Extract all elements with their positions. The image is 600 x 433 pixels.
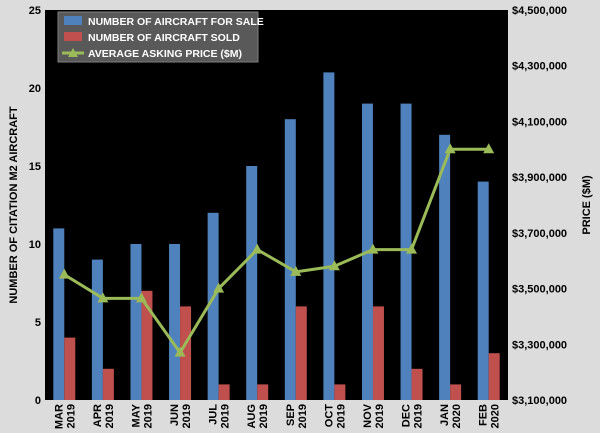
bar-for-sale — [207, 212, 219, 400]
bar-for-sale — [323, 72, 335, 401]
left-tick-label: 25 — [29, 5, 41, 17]
price-marker — [213, 282, 225, 293]
price-marker — [58, 268, 70, 279]
x-tick-label: MAR2019 — [53, 404, 77, 429]
legend-label: AVERAGE ASKING PRICE ($M) — [88, 48, 242, 60]
plot-area — [45, 10, 508, 400]
price-marker — [290, 265, 302, 276]
x-tick-label: MAY2019 — [130, 403, 154, 428]
price-marker — [251, 243, 263, 254]
right-tick-label: $3,700,000 — [512, 228, 567, 240]
bar-sold — [180, 306, 192, 400]
legend-box — [57, 11, 259, 63]
x-tick-label: JAN2020 — [439, 404, 463, 429]
bar-for-sale — [246, 166, 258, 400]
bar-sold — [295, 306, 307, 400]
bar-sold — [102, 368, 114, 400]
price-marker — [406, 243, 418, 254]
left-tick-label: 15 — [29, 161, 41, 173]
bar-for-sale — [400, 103, 412, 400]
x-tick-label: AUG2019 — [246, 404, 270, 428]
price-marker — [174, 346, 186, 357]
bar-sold — [218, 384, 230, 400]
x-tick-label: DEC2019 — [401, 404, 425, 429]
x-tick-label: SEP2019 — [285, 404, 309, 428]
x-axis-ticks: MAR2019 APR2019 MAY2019 JUN2019 JUL2019 AUG20… — [53, 403, 501, 429]
bar-sold — [64, 337, 76, 400]
x-tick-label: APR2019 — [92, 404, 116, 429]
right-axis-title: PRICE ($M) — [581, 175, 593, 235]
bar-for-sale — [439, 134, 451, 401]
legend: NUMBER OF AIRCRAFT FOR SALE NUMBER OF AIR… — [57, 11, 264, 63]
bar-for-sale — [130, 244, 142, 400]
legend-swatch — [64, 32, 82, 41]
price-marker — [483, 143, 495, 154]
left-tick-label: 10 — [29, 239, 41, 251]
bar-sold — [141, 290, 153, 400]
price-marker — [135, 292, 147, 303]
bar-for-sale — [477, 181, 489, 400]
right-tick-label: $3,300,000 — [512, 339, 567, 351]
legend-swatch — [64, 16, 82, 25]
bar-sold — [450, 384, 462, 400]
price-marker — [328, 260, 340, 271]
legend-label: NUMBER OF AIRCRAFT FOR SALE — [88, 16, 264, 28]
price-marker — [444, 143, 456, 154]
x-tick-label: OCT2019 — [323, 404, 347, 429]
bar-for-sale — [284, 119, 296, 400]
right-tick-label: $3,900,000 — [512, 172, 567, 184]
bar-for-sale — [91, 259, 103, 400]
price-line — [63, 147, 489, 355]
bar-sold — [372, 306, 384, 400]
legend-marker — [68, 48, 78, 57]
right-tick-label: $4,100,000 — [512, 116, 567, 128]
right-axis-ticks: $3,100,000 $3,300,000 $3,500,000 $3,700,000… — [512, 5, 567, 407]
x-tick-label: FEB2020 — [478, 404, 502, 429]
legend-label: NUMBER OF AIRCRAFT SOLD — [88, 32, 240, 44]
right-tick-label: $3,100,000 — [512, 395, 567, 407]
bar-sold — [411, 368, 423, 400]
price-marker — [97, 292, 109, 303]
bar-for-sale — [169, 244, 181, 400]
right-tick-label: $4,500,000 — [512, 5, 567, 17]
x-tick-label: JUN2019 — [169, 404, 193, 429]
right-tick-label: $3,500,000 — [512, 284, 567, 296]
x-tick-label: NOV2019 — [362, 403, 386, 428]
bar-sold — [488, 353, 500, 400]
x-tick-label: JUL2019 — [208, 404, 232, 429]
left-tick-label: 0 — [35, 395, 41, 407]
price-marker — [367, 243, 379, 254]
bar-sold — [334, 384, 346, 400]
left-axis-ticks: 0 5 10 15 20 25 — [29, 5, 41, 407]
left-tick-label: 20 — [29, 83, 41, 95]
right-tick-label: $4,300,000 — [512, 61, 567, 73]
left-axis-title: NUMBER OF CITATION M2 AIRCRAFT — [8, 106, 20, 303]
bar-for-sale — [53, 228, 65, 400]
price-line-layer — [58, 143, 495, 357]
bar-sold — [257, 384, 269, 400]
left-tick-label: 5 — [35, 317, 41, 329]
